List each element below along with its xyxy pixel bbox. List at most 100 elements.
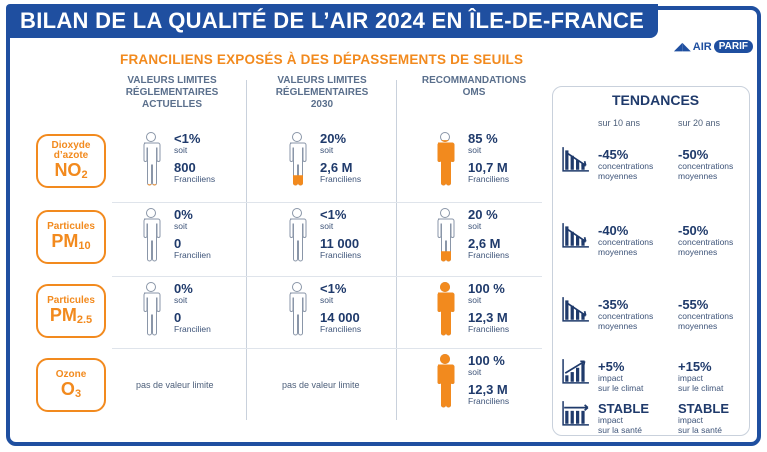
exposure-unit: Franciliens <box>468 323 510 334</box>
trend-value: +5% impact sur le climat <box>598 360 643 392</box>
column-header-line: RÉGLEMENTAIRES <box>275 87 369 98</box>
exposure-stats: 0% soit 0 Francilien <box>174 208 211 259</box>
pollutant-symbol-main: O <box>60 379 75 399</box>
exposure-count: 0 <box>174 235 182 251</box>
soit-label: soit <box>174 295 188 305</box>
trend-desc: moyennes <box>598 320 638 331</box>
soit-label: soit <box>320 221 334 231</box>
pollutant-symbol-sub: 10 <box>78 240 91 252</box>
trend-number: -35% <box>598 297 629 312</box>
person-icon <box>434 282 456 336</box>
pollutant-symbol-sub: 3 <box>74 388 82 400</box>
person-icon <box>286 208 308 262</box>
page-title: BILAN DE LA QUALITÉ DE L’AIR 2024 EN ÎLE… <box>6 4 659 38</box>
exposure-percent: 0% <box>174 281 193 296</box>
exposure-percent: 85 % <box>468 131 498 146</box>
column-header-line: RÉGLEMENTAIRES <box>125 87 219 98</box>
pollutant-symbol-main: PM <box>51 231 79 251</box>
exposure-count: 2,6 M <box>320 159 353 175</box>
person-icon <box>434 354 456 408</box>
trend-number: -40% <box>598 223 629 238</box>
exposure-stats: 100 % soit 12,3 M Franciliens <box>468 354 509 405</box>
column-divider <box>246 80 247 420</box>
column-header-line: VALEURS LIMITES <box>127 75 217 86</box>
person-icon <box>434 208 456 262</box>
soit-label: soit <box>468 295 482 305</box>
trends-panel <box>552 86 750 436</box>
trends-title: TENDANCES <box>612 92 700 108</box>
trend-value: +15% impact sur le climat <box>678 360 723 392</box>
trend-value: -35% concentrations moyennes <box>598 298 653 330</box>
trend-desc: moyennes <box>678 246 718 257</box>
decline-chart-icon <box>562 222 590 248</box>
trend-desc: impact <box>598 373 624 383</box>
exposure-unit: Franciliens <box>320 249 362 260</box>
pollutant-label: Dioxyde <box>51 140 91 151</box>
person-icon <box>140 208 162 262</box>
exposure-percent: <1% <box>174 131 201 146</box>
exposure-count: 12,3 M <box>468 381 508 397</box>
exposure-stats: <1% soit 800 Franciliens <box>174 132 215 183</box>
pollutant-badge-o3: Ozone O3 <box>36 358 106 412</box>
pollutant-label: Ozone <box>55 369 87 380</box>
column-header-oms: RECOMMANDATIONS OMS <box>408 75 540 99</box>
trend-value: -50% concentrations moyennes <box>678 224 733 256</box>
exposure-stats: <1% soit 11 000 Franciliens <box>320 208 361 259</box>
exposure-unit: Franciliens <box>174 173 216 184</box>
exposure-unit: Francilien <box>174 323 211 334</box>
exposure-percent: 100 % <box>468 353 505 368</box>
trend-desc: moyennes <box>678 170 718 181</box>
airparif-logo: ◢◣ AIR PARIF <box>674 40 753 53</box>
trend-desc: moyennes <box>678 320 718 331</box>
section-subtitle: FRANCILIENS EXPOSÉS À DES DÉPASSEMENTS D… <box>120 52 524 67</box>
trend-number: STABLE <box>598 401 650 416</box>
exposure-unit: Franciliens <box>468 249 510 260</box>
exposure-percent: 0% <box>174 207 193 222</box>
trend-desc: concentrations <box>598 161 654 171</box>
trend-number: +5% <box>598 359 625 374</box>
trend-desc: sur la santé <box>598 424 642 435</box>
pollutant-badge-pm10: Particules PM10 <box>36 210 106 264</box>
pollutant-symbol-main: PM <box>49 305 77 325</box>
row-divider <box>112 276 542 277</box>
exposure-unit: Franciliens <box>320 323 362 334</box>
no-limit-note: pas de valeur limite <box>136 380 214 390</box>
pollutant-symbol: O3 <box>61 380 81 400</box>
trend-desc: moyennes <box>598 246 638 257</box>
trend-desc: concentrations <box>678 161 734 171</box>
trend-desc: concentrations <box>678 237 734 247</box>
person-icon <box>140 282 162 336</box>
row-divider <box>112 202 542 203</box>
rise-chart-icon <box>562 358 590 384</box>
trend-desc: concentrations <box>598 311 654 321</box>
trend-desc: moyennes <box>598 170 638 181</box>
pollutant-symbol: NO2 <box>54 161 87 181</box>
exposure-percent: 20% <box>320 131 347 146</box>
exposure-count: 11 000 <box>320 235 360 251</box>
person-icon <box>286 132 308 186</box>
exposure-percent: <1% <box>320 207 347 222</box>
column-header-line: ACTUELLES <box>142 99 202 110</box>
pollutant-badge-no2: Dioxyde d’azote NO2 <box>36 134 106 188</box>
trend-desc: concentrations <box>598 237 654 247</box>
column-header-line: 2030 <box>310 99 334 110</box>
soit-label: soit <box>468 367 482 377</box>
pollutant-symbol-sub: 2.5 <box>76 314 93 326</box>
pollutant-symbol-main: NO <box>54 160 82 180</box>
exposure-unit: Franciliens <box>320 173 362 184</box>
trend-value: -45% concentrations moyennes <box>598 148 653 180</box>
trend-desc: concentrations <box>678 311 734 321</box>
soit-label: soit <box>174 221 188 231</box>
soit-label: soit <box>320 145 334 155</box>
exposure-stats: 0% soit 0 Francilien <box>174 282 211 333</box>
exposure-count: 14 000 <box>320 309 360 325</box>
soit-label: soit <box>468 221 482 231</box>
trend-value: STABLE impact sur la santé <box>678 402 729 434</box>
trend-number: -45% <box>598 147 629 162</box>
soit-label: soit <box>174 145 188 155</box>
column-header-line: OMS <box>462 87 486 98</box>
trend-number: +15% <box>678 359 712 374</box>
logo-arrow-icon: ◢◣ <box>673 41 691 53</box>
soit-label: soit <box>468 145 482 155</box>
exposure-count: 800 <box>174 159 196 175</box>
